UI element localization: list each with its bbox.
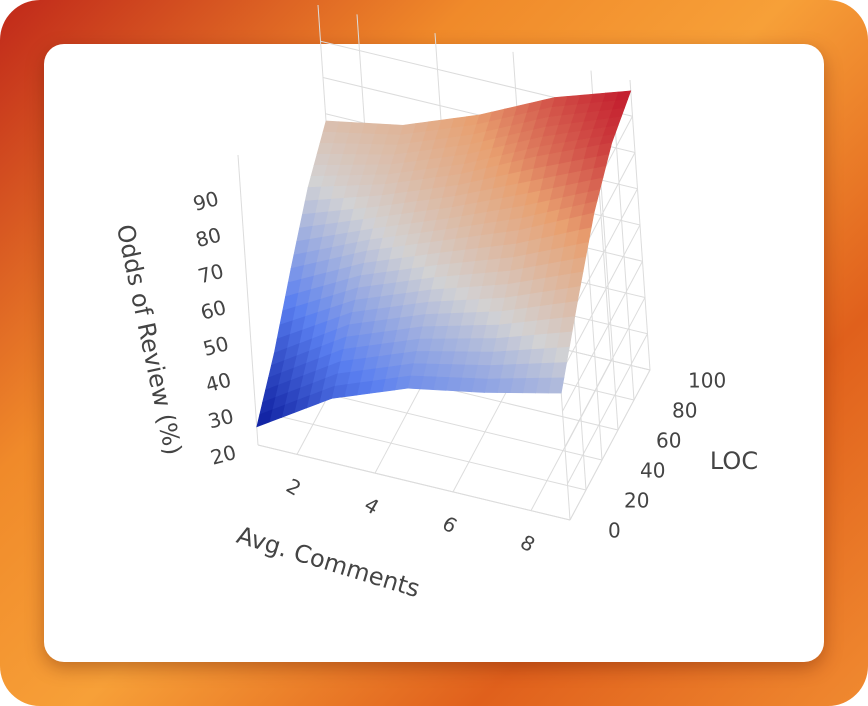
axis-edge <box>569 369 651 521</box>
z-tick-label: 60 <box>198 295 229 325</box>
surface-patch <box>256 409 273 428</box>
z-tick-label: 70 <box>195 259 226 289</box>
x-tick-label: 8 <box>516 530 539 557</box>
x-tick-label: 6 <box>438 511 461 538</box>
z-tick-label: 80 <box>193 222 224 252</box>
surface-patch <box>322 120 340 133</box>
z-tick-label: 90 <box>190 186 221 216</box>
wall-grid-z <box>559 224 641 376</box>
z-tick-label: 20 <box>208 440 239 470</box>
y-tick-label: 40 <box>640 459 665 483</box>
z-tick-label: 50 <box>200 331 231 361</box>
y-tick-label: 100 <box>688 369 726 393</box>
surface-patch <box>313 153 331 166</box>
wall-grid-z <box>567 333 648 484</box>
surface-patch <box>319 131 337 144</box>
floor-grid-y <box>289 384 603 461</box>
floor-grid-y <box>273 414 587 491</box>
x-tick-label: 2 <box>282 474 305 501</box>
y-tick-label: 80 <box>672 399 697 423</box>
y-tick-label: 20 <box>624 489 649 513</box>
y-axis-title: LOC <box>710 447 758 475</box>
surface-patch <box>310 164 328 177</box>
z-axis-title: Odds of Review (%) <box>111 222 187 458</box>
axis-edge <box>237 154 259 446</box>
axis-edge <box>257 444 571 521</box>
surface-patch <box>304 186 322 202</box>
surface-patch <box>316 142 334 155</box>
x-tick-label: 4 <box>360 492 383 519</box>
z-tick-label: 40 <box>203 367 234 397</box>
wall-grid-z <box>562 261 643 412</box>
y-tick-label: 60 <box>656 429 681 453</box>
z-tick-label: 30 <box>205 404 236 434</box>
y-tick-label: 0 <box>608 519 621 543</box>
x-axis-title: Avg. Comments <box>233 521 423 603</box>
wall-grid-z <box>564 297 646 448</box>
